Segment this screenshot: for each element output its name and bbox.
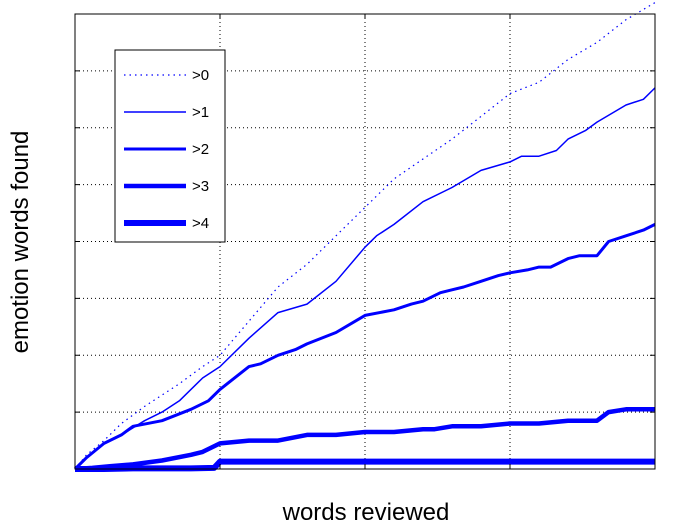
y-axis-label: emotion words found bbox=[7, 131, 34, 354]
legend-label: >0 bbox=[192, 67, 209, 84]
series-line-2 bbox=[73, 223, 656, 471]
series-line-0 bbox=[74, 2, 656, 470]
axis-ticks bbox=[75, 14, 655, 469]
legend-label: >4 bbox=[192, 215, 209, 232]
series-line-3 bbox=[74, 407, 655, 472]
legend-label: >2 bbox=[192, 141, 209, 158]
x-axis-label: words reviewed bbox=[282, 499, 450, 526]
legend-label: >1 bbox=[192, 104, 209, 121]
legend-box bbox=[114, 49, 226, 243]
legend-label: >3 bbox=[192, 178, 209, 195]
legend: >0 >1 >2 >3 >4 bbox=[114, 49, 226, 243]
series-line-1 bbox=[74, 87, 656, 470]
